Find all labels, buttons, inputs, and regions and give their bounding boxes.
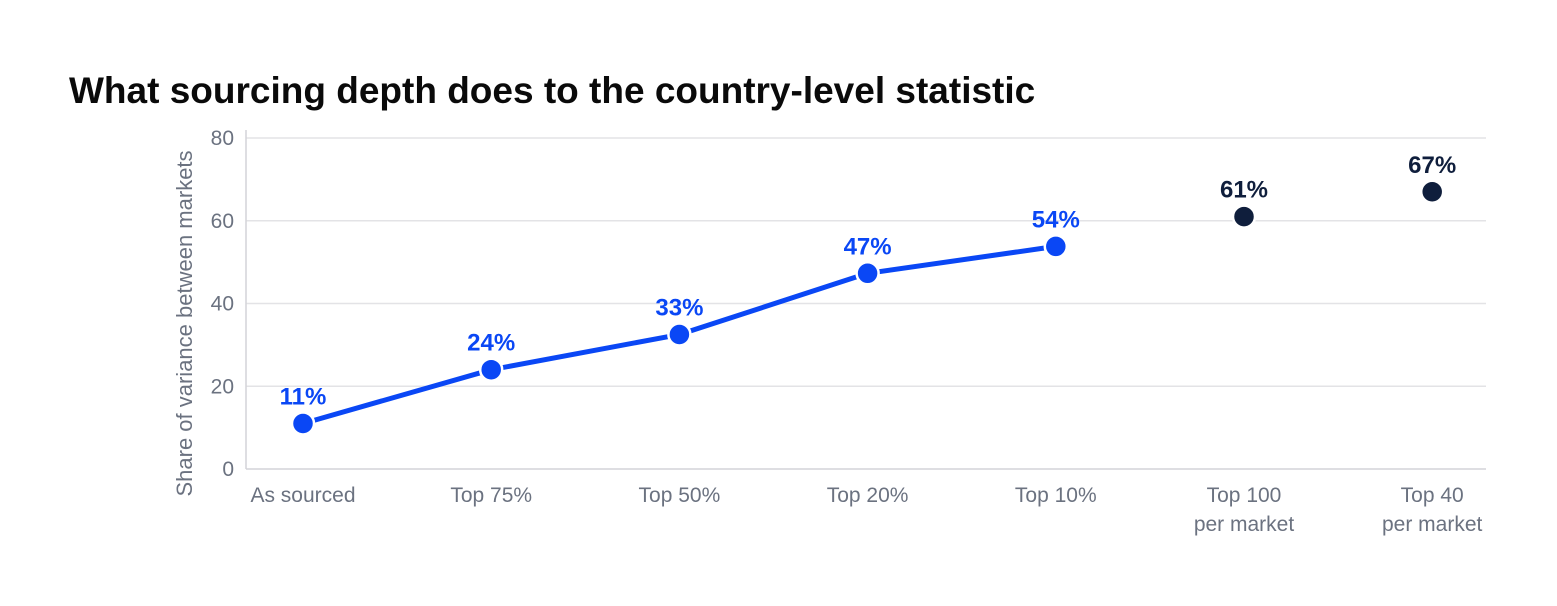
data-point-3 — [855, 261, 880, 286]
data-point-0 — [290, 411, 316, 436]
data-point-5 — [1231, 204, 1257, 229]
chart-title: What sourcing depth does to the country-… — [69, 70, 1036, 111]
data-label-1: 24% — [467, 330, 515, 357]
y-axis-label: Share of variance between markets — [172, 150, 197, 496]
y-tick-label-60: 60 — [211, 210, 234, 233]
data-point-1 — [478, 357, 504, 382]
data-label-4: 54% — [1032, 206, 1080, 233]
y-tick-label-40: 40 — [211, 293, 234, 316]
x-tick-label-5: Top 100 per market — [1194, 484, 1295, 536]
data-label-0: 11% — [280, 383, 327, 410]
y-tick-label-0: 0 — [222, 458, 234, 481]
x-tick-label-2: Top 50% — [639, 484, 721, 507]
data-label-3: 47% — [844, 233, 892, 260]
data-point-6 — [1419, 179, 1445, 205]
x-tick-label-1: Top 75% — [450, 484, 532, 507]
data-point-4 — [1043, 234, 1069, 259]
x-tick-label-4: Top 10% — [1015, 484, 1097, 507]
data-label-2: 33% — [655, 295, 703, 322]
y-tick-label-80: 80 — [211, 127, 234, 150]
data-label-5: 61% — [1220, 177, 1268, 204]
data-label-6: 67% — [1408, 152, 1456, 179]
x-tick-label-3: Top 20% — [827, 484, 909, 507]
x-tick-label-6: Top 40 per market — [1382, 484, 1483, 536]
y-tick-label-20: 20 — [211, 375, 234, 398]
data-point-2 — [667, 322, 692, 347]
x-tick-label-0: As sourced — [250, 484, 355, 507]
